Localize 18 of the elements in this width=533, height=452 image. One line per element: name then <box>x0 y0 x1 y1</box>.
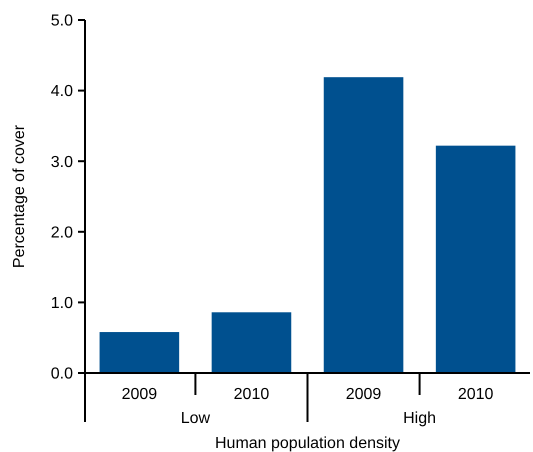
x-axis-title: Human population density <box>214 435 400 452</box>
x-tick-label: 2010 <box>458 386 494 403</box>
x-tick-label: 2009 <box>346 386 382 403</box>
text: Low <box>180 410 211 427</box>
y-tick-label: 3.0 <box>50 154 74 171</box>
bar <box>212 312 292 373</box>
y-axis-title: Percentage of cover <box>11 124 28 268</box>
y-tick-label: 2.0 <box>50 224 74 242</box>
bar <box>324 77 404 373</box>
y-tick-label: 5.0 <box>50 12 74 30</box>
x-tick-label: 2010 <box>234 386 270 403</box>
y-tick-label: 1.0 <box>50 295 74 312</box>
y-tick-label: 0.0 <box>50 366 74 383</box>
text: High <box>403 410 436 427</box>
y-tick-label: 4.0 <box>50 83 74 100</box>
bar <box>100 332 180 373</box>
bar <box>436 146 516 373</box>
x-tick-label: 2009 <box>122 386 158 403</box>
